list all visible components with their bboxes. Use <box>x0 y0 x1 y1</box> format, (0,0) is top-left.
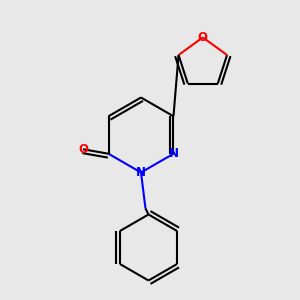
Text: N: N <box>136 166 146 179</box>
Text: O: O <box>78 143 88 156</box>
Text: N: N <box>169 147 178 160</box>
Text: O: O <box>198 31 208 44</box>
